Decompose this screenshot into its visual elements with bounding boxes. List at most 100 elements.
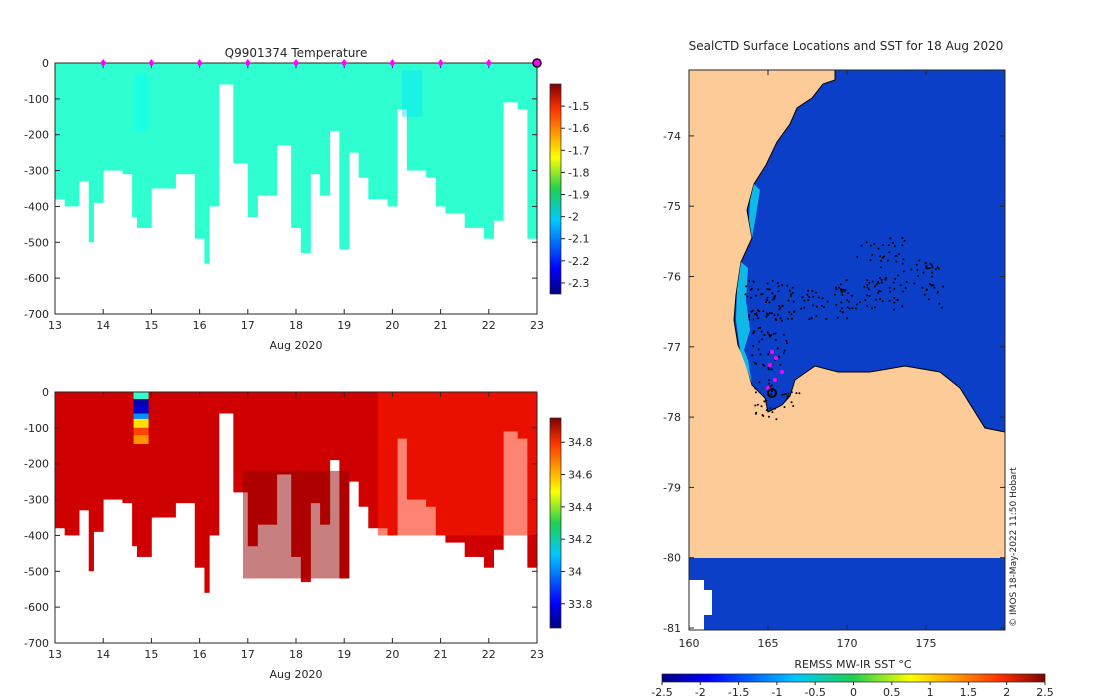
temperature-x-tick-label: 13	[48, 319, 62, 332]
track-point	[887, 244, 890, 247]
track-point	[929, 262, 932, 265]
track-point	[847, 292, 849, 295]
temperature-cast-column	[79, 63, 90, 182]
temperature-panel: Q9901374 Temperature 0 -100 -200 -300 -400 -5…	[24, 46, 589, 352]
track-point	[846, 306, 849, 309]
track-point	[899, 284, 902, 287]
salinity-colorbar-tick-label: 34.8	[568, 436, 593, 449]
track-point	[931, 266, 934, 269]
track-point	[767, 368, 770, 371]
track-point	[884, 278, 887, 281]
track-point	[846, 299, 849, 302]
track-point	[902, 258, 905, 261]
track-point	[782, 333, 785, 336]
track-point	[863, 285, 866, 288]
track-point	[938, 302, 941, 305]
track-point	[877, 247, 880, 250]
track-point	[781, 284, 784, 287]
track-point	[791, 286, 794, 289]
track-point	[929, 283, 931, 286]
temperature-cast-column	[464, 63, 485, 228]
temperature-cast-column	[122, 63, 133, 175]
map-y-tick-label: -78	[663, 411, 681, 424]
profile-marker	[485, 59, 492, 67]
track-point	[779, 306, 782, 309]
track-point	[765, 399, 768, 402]
track-point	[746, 295, 749, 298]
salinity-y-tick-label: -200	[24, 458, 49, 471]
track-point	[866, 279, 869, 282]
salinity-cast-column	[204, 392, 210, 593]
temperature-colorbar-tick-label: -1.6	[568, 122, 589, 135]
track-point	[803, 306, 806, 309]
track-point	[762, 310, 765, 313]
track-point	[835, 303, 838, 306]
track-point	[893, 296, 896, 299]
track-point	[751, 354, 754, 357]
salinity-cast-column	[88, 392, 94, 572]
track-point	[752, 318, 755, 321]
recent-location-point	[773, 378, 777, 382]
track-point	[744, 293, 747, 296]
map-title: SealCTD Surface Locations and SST for 18…	[689, 39, 1004, 53]
salinity-x-tick-label: 20	[385, 648, 399, 661]
salinity-x-tick-label: 23	[530, 648, 544, 661]
track-point	[915, 263, 918, 266]
track-point	[814, 291, 817, 294]
track-point	[888, 251, 891, 254]
track-point	[931, 271, 934, 274]
track-point	[930, 284, 933, 287]
temperature-colorbar-ticks: -1.5 -1.6 -1.7 -1.8 -1.9 -2 -2.1 -2.2 -2.3	[561, 100, 589, 290]
track-point	[769, 407, 772, 410]
salinity-colorbar-tick-label: 34.6	[568, 469, 593, 482]
temperature-field	[55, 63, 538, 264]
track-point	[798, 392, 801, 395]
track-point	[770, 368, 773, 371]
temperature-cast-column	[291, 63, 302, 228]
track-point	[785, 339, 788, 342]
temperature-cast-column	[483, 63, 495, 239]
temperature-x-tick-label: 20	[385, 319, 399, 332]
track-point	[898, 253, 901, 255]
track-point	[868, 281, 871, 284]
track-point	[880, 290, 882, 293]
track-point	[754, 294, 757, 297]
track-point	[773, 314, 776, 317]
track-point	[787, 299, 790, 302]
track-point	[777, 313, 779, 316]
track-point	[774, 338, 777, 341]
track-point	[777, 290, 780, 293]
track-point	[748, 279, 751, 282]
track-point	[942, 285, 945, 288]
track-point	[923, 293, 926, 296]
track-point	[762, 415, 765, 417]
map-y-tick-label: -76	[663, 271, 681, 284]
track-point	[758, 340, 761, 343]
track-point	[761, 338, 764, 341]
profile-marker	[244, 59, 251, 67]
track-point	[841, 288, 844, 291]
track-point	[893, 287, 896, 290]
track-point	[840, 289, 843, 292]
track-point	[871, 253, 874, 256]
track-point	[777, 285, 780, 288]
temperature-cast-column	[310, 63, 321, 175]
track-point	[881, 300, 884, 303]
track-point	[747, 314, 750, 317]
track-point	[763, 400, 766, 403]
track-point	[880, 278, 883, 281]
track-point	[865, 241, 868, 244]
track-point	[765, 315, 768, 318]
track-point	[841, 307, 843, 310]
temperature-cast-column	[88, 63, 94, 243]
track-point	[783, 349, 786, 352]
track-point	[790, 295, 792, 298]
track-point	[780, 319, 783, 322]
track-point	[925, 265, 928, 268]
temperature-cast-column	[320, 63, 331, 196]
temperature-colorbar-tick-label: -1.8	[568, 166, 589, 179]
temperature-cast-column	[387, 63, 398, 207]
temperature-cast-column	[247, 63, 258, 218]
track-point	[800, 307, 803, 310]
temperature-y-tick-label: -100	[24, 93, 49, 106]
